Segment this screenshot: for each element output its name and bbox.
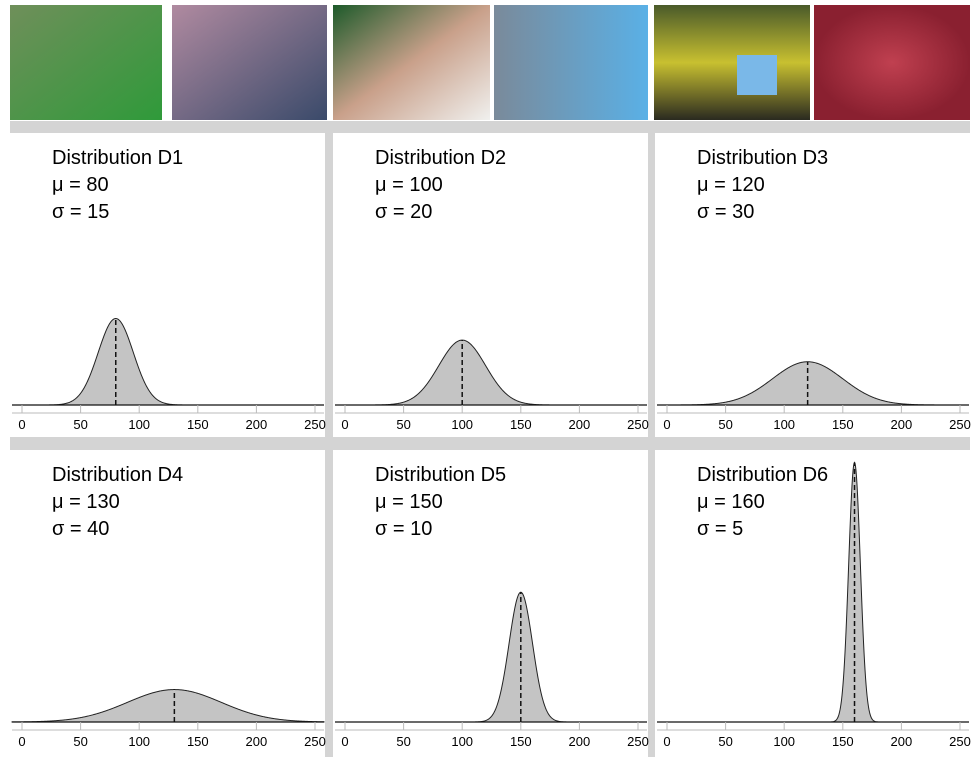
separator [648, 133, 655, 757]
fractal-image [333, 5, 490, 120]
separator [10, 437, 970, 450]
x-tick-label: 200 [891, 417, 913, 432]
x-tick-label: 150 [832, 417, 854, 432]
x-tick-label: 100 [451, 734, 473, 749]
density-curve [335, 340, 647, 405]
page: Distribution D1 μ = 80 σ = 15 0 50 100 150 200 2… [0, 0, 973, 757]
x-tick-label: 0 [18, 734, 25, 749]
density-curve [335, 592, 647, 722]
density-curve [12, 318, 324, 405]
x-tick-label: 150 [510, 734, 532, 749]
density-panel: Distribution D2 μ = 100 σ = 20 0 50 100 150 200… [335, 147, 649, 432]
fractal-image [10, 5, 162, 120]
density-panel: Distribution D6 μ = 160 σ = 5 0 50 100 150 200 2… [657, 462, 971, 749]
separator [10, 121, 970, 133]
x-tick-label: 100 [451, 417, 473, 432]
mean-label: μ = 100 [375, 174, 443, 196]
mean-label: μ = 150 [375, 491, 443, 513]
panel-title: Distribution D2 [375, 147, 506, 169]
sd-label: σ = 5 [697, 518, 743, 540]
mean-label: μ = 160 [697, 491, 765, 513]
x-tick-label: 150 [187, 417, 209, 432]
x-tick-label: 250 [949, 734, 971, 749]
panel-title: Distribution D3 [697, 147, 828, 169]
mean-label: μ = 120 [697, 174, 765, 196]
panel-title: Distribution D1 [52, 147, 183, 169]
fractal-image [814, 5, 970, 120]
x-tick-label: 50 [73, 417, 87, 432]
fractal-image [654, 5, 810, 120]
x-tick-label: 200 [569, 417, 591, 432]
panel-title: Distribution D5 [375, 464, 506, 486]
x-tick-label: 100 [773, 734, 795, 749]
x-tick-label: 250 [949, 417, 971, 432]
density-panel: Distribution D5 μ = 150 σ = 10 0 50 100 150 200… [335, 464, 649, 749]
x-tick-label: 150 [187, 734, 209, 749]
fractal-image [494, 5, 648, 120]
sd-label: σ = 30 [697, 201, 754, 223]
x-tick-label: 50 [396, 417, 410, 432]
x-tick-label: 200 [246, 734, 268, 749]
x-tick-label: 50 [73, 734, 87, 749]
x-tick-label: 0 [341, 734, 348, 749]
x-tick-label: 200 [891, 734, 913, 749]
x-tick-label: 200 [569, 734, 591, 749]
x-tick-label: 100 [128, 417, 150, 432]
x-tick-label: 250 [304, 417, 326, 432]
x-tick-label: 0 [663, 734, 670, 749]
sd-label: σ = 40 [52, 518, 109, 540]
sd-label: σ = 20 [375, 201, 432, 223]
x-tick-label: 150 [510, 417, 532, 432]
panel-title: Distribution D6 [697, 464, 828, 486]
density-panel: Distribution D3 μ = 120 σ = 30 0 50 100 150 200… [657, 147, 971, 432]
density-curve [657, 362, 969, 405]
x-tick-label: 100 [773, 417, 795, 432]
image-strip [10, 5, 970, 120]
x-tick-label: 0 [341, 417, 348, 432]
x-tick-label: 100 [128, 734, 150, 749]
sd-label: σ = 10 [375, 518, 432, 540]
x-tick-label: 50 [718, 734, 732, 749]
density-panel: Distribution D1 μ = 80 σ = 15 0 50 100 150 200 2… [12, 147, 326, 432]
panel-title: Distribution D4 [52, 464, 183, 486]
x-tick-label: 250 [627, 734, 649, 749]
x-tick-label: 250 [627, 417, 649, 432]
sd-label: σ = 15 [52, 201, 109, 223]
x-tick-label: 200 [246, 417, 268, 432]
x-tick-label: 250 [304, 734, 326, 749]
density-curve [12, 690, 324, 722]
fractal-image [172, 5, 327, 120]
density-panel: Distribution D4 μ = 130 σ = 40 0 50 100 150 200… [12, 464, 326, 749]
mean-label: μ = 80 [52, 174, 109, 196]
x-tick-label: 150 [832, 734, 854, 749]
mean-label: μ = 130 [52, 491, 120, 513]
x-tick-label: 0 [663, 417, 670, 432]
x-tick-label: 50 [718, 417, 732, 432]
fractal-image-detail [737, 55, 777, 95]
x-tick-label: 50 [396, 734, 410, 749]
separator [325, 133, 333, 757]
x-tick-label: 0 [18, 417, 25, 432]
figure: Distribution D1 μ = 80 σ = 15 0 50 100 150 200 2… [0, 0, 973, 757]
